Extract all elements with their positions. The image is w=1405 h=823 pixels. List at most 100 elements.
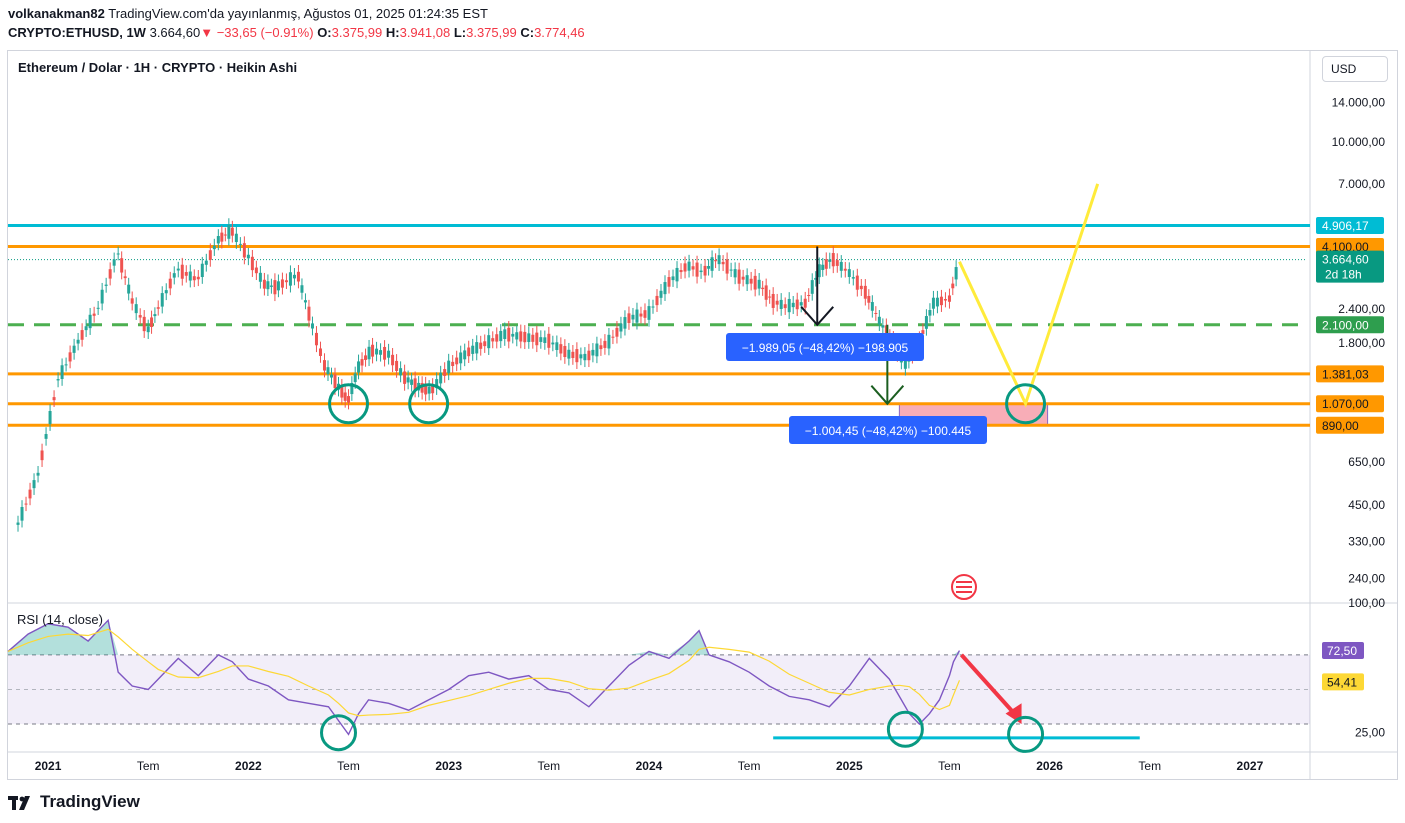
x-tick-label: Tem [137,759,160,773]
price-axis-badge-label: 3.664,60 [1322,253,1369,267]
candle-body [745,275,749,285]
low-value: 3.375,99 [466,25,517,40]
candle-body [931,297,935,309]
candle-body [921,330,925,334]
candle-body [230,227,234,236]
candle-body [863,285,867,299]
candle-body [242,243,246,258]
highlight-circle [1005,383,1047,425]
candle-body [303,300,307,303]
candle-body [855,275,859,290]
candle-body [153,314,157,317]
high-label: H: [385,25,400,40]
rsi-axis-badge [1322,642,1364,660]
candle-body [721,261,725,265]
candle-body [779,299,783,309]
candle-body [52,397,56,401]
x-tick-label: 2022 [235,759,262,773]
price-axis-badge [1316,365,1384,383]
candle-body [483,341,487,347]
candle-body [591,349,595,356]
tradingview-logo[interactable]: TradingView [8,792,140,812]
candle-body [44,434,48,439]
candle-body [851,277,855,279]
candle-body [296,271,300,282]
candle-body [729,269,733,271]
candle-body [36,472,40,476]
measure-label-box-1 [726,333,924,361]
y-tick-label: 14.000,00 [1332,96,1386,110]
rsi-overbought-fill [8,620,960,655]
candle-body [651,306,655,308]
x-tick-label: Tem [738,759,761,773]
candle-body [943,299,947,301]
candle-body [403,371,407,384]
candle-body [80,330,84,340]
y-tick-label: 10.000,00 [1332,135,1386,149]
candle-body [695,262,699,277]
candle-body [307,306,311,321]
close-value: 3.774,46 [534,25,585,40]
publish-info: TradingView.com'da yayınlanmış, Ağustos … [108,6,488,21]
candle-body [116,253,120,255]
candle-body [371,344,375,357]
candle-body [814,277,818,280]
candle-body [643,310,647,318]
candle-body [511,333,515,337]
candle-body [679,270,683,273]
candle-body [635,309,639,323]
candle-body [543,337,547,344]
candle-body [603,340,607,348]
candle-body [292,274,296,279]
candle-body [360,359,364,366]
currency-button[interactable]: USD [1322,56,1388,82]
candle-body [515,332,519,340]
flag-stripe [956,581,972,583]
countdown-label: 2d 18h [1325,268,1362,282]
candle-body [280,279,284,288]
candle-body [954,267,958,280]
candle-body [523,331,527,343]
y-tick-label: 650,00 [1348,455,1385,469]
rsi-line [7,618,961,736]
author-name[interactable]: volkanakman82 [8,6,105,21]
candle-body [714,260,718,262]
candle-body [539,337,543,342]
candle-body [467,347,471,357]
candle-body [507,327,511,342]
candle-body [575,349,579,363]
candle-body [595,343,599,357]
candle-body [733,269,737,278]
candle-body [427,386,431,394]
candle-body [599,345,603,350]
highlight-circle [328,383,370,425]
candle-body [254,267,258,274]
candle-body [188,271,192,281]
candle-body [583,353,587,361]
candle-body [771,293,775,308]
candle-body [353,373,357,383]
price-axis-badge [1316,216,1384,234]
candle-body [246,254,250,259]
price-axis-badge-label: 1.381,03 [1322,367,1369,381]
rsi-axis-badge [1322,673,1364,691]
candle-body [120,258,124,273]
candle-body [707,265,711,269]
projection-line [958,183,1100,408]
candle-body [350,382,354,395]
candle-body [749,278,753,284]
candle-body [503,329,507,339]
price-axis-badge-label: 1.070,00 [1322,397,1369,411]
candle-body [64,364,68,366]
candle-body [48,411,52,425]
candle-body [96,307,100,309]
candle-body [884,325,888,340]
candle-body [347,396,351,403]
price-axis-badge-label: 2.100,00 [1322,318,1369,332]
candle-body [343,392,347,401]
candle-body [123,276,127,279]
candle-body [551,342,555,345]
candle-body [150,317,154,327]
ohlc-header: CRYPTO:ETHUSD, 1W 3.664,60▼ −33,65 (−0.9… [8,24,585,42]
